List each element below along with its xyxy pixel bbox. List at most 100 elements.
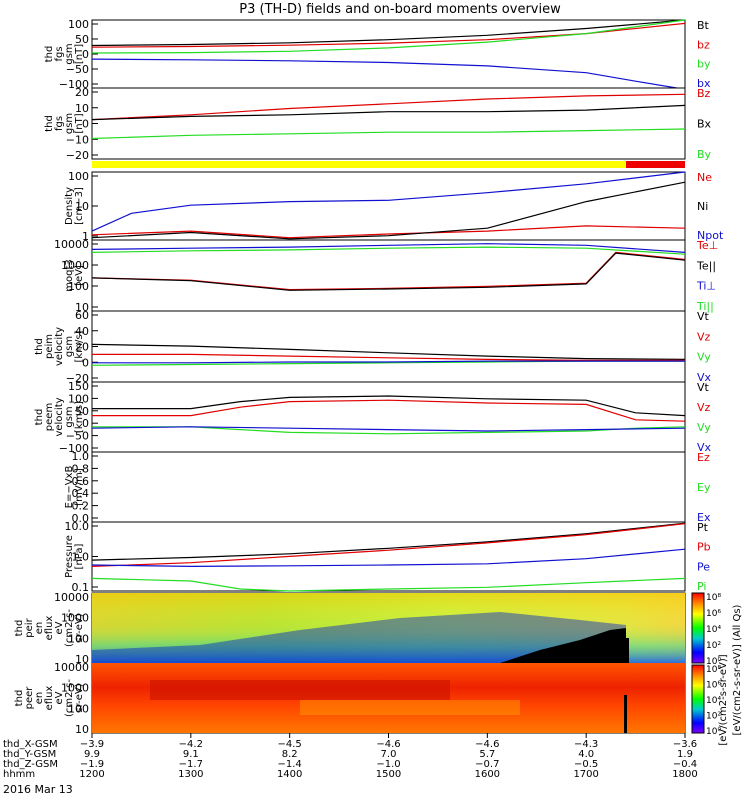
- y-axis-label: velocity: [54, 397, 65, 436]
- y-tick-label: 100: [68, 632, 89, 645]
- x-axis-value: −1.9: [80, 759, 104, 770]
- y-tick-label: −100: [59, 442, 89, 455]
- y-axis-label: [cm−3]: [74, 187, 85, 225]
- x-axis-value: −4.6: [376, 739, 400, 750]
- x-axis-value: −4.3: [574, 739, 598, 750]
- legend-entry: Te||: [696, 259, 716, 272]
- panel-2: 20 10 0 −10 −20 thd fgs gsm [nT] Bz Bx By: [44, 86, 712, 162]
- y-axis-label: gsm: [64, 336, 75, 357]
- x-axis: thd_X-GSM −3.9 −4.2 −4.5 −4.6 −4.6 −4.3 −3.6 thd…: [3, 733, 698, 780]
- x-axis-value: −1.4: [278, 759, 302, 770]
- y-axis-label: Density: [64, 187, 75, 225]
- y-tick-label: −20: [66, 149, 89, 162]
- series-Pt: [91, 522, 686, 561]
- legend-entry: Vx: [697, 371, 712, 384]
- x-axis-value: −0.7: [475, 759, 499, 770]
- colorbar-tick-label: 10⁶: [706, 681, 721, 691]
- y-axis-label: [mV/m]: [74, 468, 85, 506]
- y-tick-label: 100: [68, 18, 89, 31]
- y-axis-label: eV: [54, 621, 65, 634]
- x-axis-value: −0.5: [574, 759, 598, 770]
- series-by: [91, 19, 686, 54]
- y-axis-label: thd: [44, 115, 55, 132]
- legend-entry: Vy: [697, 421, 711, 434]
- x-axis-value: −0.4: [673, 759, 697, 770]
- legend-entry: Ni: [697, 200, 708, 213]
- x-axis-row-label: thd_X-GSM: [3, 739, 58, 750]
- y-axis-label: thd: [14, 620, 25, 637]
- x-axis-value: −4.6: [475, 739, 499, 750]
- series-Vt: [92, 395, 686, 417]
- x-axis-value: 8.2: [282, 749, 298, 760]
- series-Vx: [91, 426, 686, 432]
- y-tick-label: 10.0: [65, 520, 90, 533]
- legend-entry: by: [697, 58, 711, 71]
- y-axis-label: gsm: [64, 43, 75, 64]
- mode-bar-red: [626, 161, 685, 168]
- y-tick-label: 0.2: [72, 500, 90, 513]
- series-bx: [91, 58, 686, 90]
- series-Bt: [91, 19, 686, 47]
- x-axis-value: 1.9: [677, 749, 693, 760]
- series-Ti⊥: [91, 243, 686, 253]
- legend-entry: bx: [697, 77, 711, 90]
- y-tick-label: −20: [66, 372, 89, 385]
- series-Ni: [91, 181, 686, 240]
- panel-frame: [91, 19, 686, 89]
- y-axis-label: [km/s]: [74, 401, 85, 433]
- legend-entry: Vz: [697, 401, 711, 414]
- panel-5: 60 40 20 0 −20 thd peim velocity gsm [km/s] Vt Vz Vy…: [34, 309, 712, 385]
- series-Vz: [92, 399, 686, 422]
- colorbar-tick-label: 10⁸: [706, 593, 721, 603]
- y-axis-label: peem: [44, 403, 55, 431]
- x-axis-value: 9.1: [183, 749, 199, 760]
- y-tick-label: 1: [82, 230, 89, 243]
- y-tick-label: −50: [66, 430, 89, 443]
- y-axis-label: thd: [34, 409, 45, 426]
- y-tick-label: 0: [82, 417, 89, 430]
- colorbar-ion: 10⁸ 10⁶ 10⁴ 10² 10⁰: [691, 592, 721, 667]
- legend-entry: Te⊥: [696, 239, 718, 252]
- y-tick-label: 10000: [54, 238, 89, 251]
- y-tick-label: 1000: [61, 682, 89, 695]
- y-tick-label: 10: [75, 200, 89, 213]
- y-tick-label: 0.4: [72, 487, 90, 500]
- spectrogram-ion-lowenergy-region: [92, 612, 626, 663]
- y-axis-label: fgs: [54, 116, 65, 131]
- y-tick-label: 0.1: [72, 581, 90, 594]
- y-tick-label: 60: [75, 309, 89, 322]
- y-tick-label: 20: [75, 86, 89, 99]
- y-tick-label: 0.0: [72, 512, 90, 525]
- y-axis-label: moqt3: [64, 259, 75, 292]
- colorbar-tick-label: 10²: [706, 712, 721, 722]
- mode-bar-yellow: [92, 161, 626, 168]
- panel-frame: [91, 239, 686, 312]
- x-axis-row-label: thd_Z-GSM: [3, 759, 58, 770]
- series-Vz: [92, 353, 685, 361]
- series-Bx: [91, 104, 686, 121]
- x-axis-value: 1300: [178, 769, 203, 780]
- x-axis-value: 1700: [573, 769, 598, 780]
- colorbar-tick-label: 10⁶: [706, 609, 721, 619]
- legend-entry: Bt: [697, 19, 710, 32]
- y-axis-label: [nT]: [74, 44, 85, 64]
- panel-1: 100 50 0 −50 −100 thd fgs gsm [nT] Bt bz by bx: [44, 18, 711, 91]
- panel-3: 100 10 1 Density [cm−3] Ne Ni Npot: [64, 170, 724, 243]
- x-axis-value: −3.6: [673, 739, 697, 750]
- x-axis-row-label: hhmm: [3, 769, 35, 780]
- spectrogram-ion-gap: [626, 638, 629, 663]
- y-axis-label: eV: [54, 691, 65, 704]
- y-tick-label: 10: [75, 723, 89, 736]
- spectrogram-ion-black-region: [500, 628, 626, 663]
- colorbar-tick-label: 10⁰: [706, 657, 721, 667]
- legend-entry: Pt: [697, 521, 709, 534]
- y-tick-label: 0: [82, 48, 89, 61]
- y-tick-label: 50: [75, 405, 89, 418]
- series-Pe: [91, 548, 686, 568]
- y-tick-label: 10: [75, 301, 89, 314]
- y-tick-label: 0.8: [72, 462, 90, 475]
- y-axis-label: eflux: [44, 616, 55, 641]
- y-tick-label: 1.0: [72, 450, 90, 463]
